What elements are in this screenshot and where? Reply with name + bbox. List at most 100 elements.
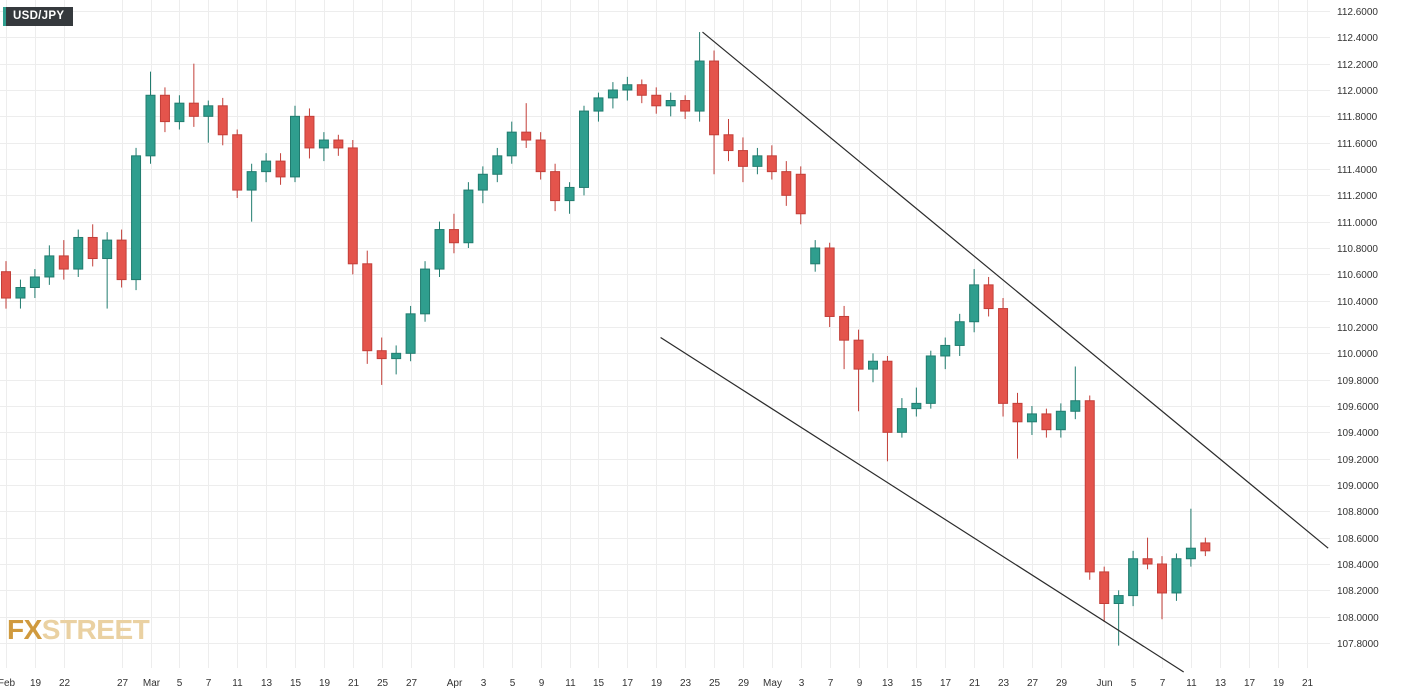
candle-body	[1128, 558, 1139, 597]
candle-body	[535, 139, 546, 173]
candle-body	[665, 100, 676, 107]
candle-body	[607, 89, 618, 99]
date-axis-label: 27	[406, 678, 418, 689]
date-axis-label: 25	[377, 678, 389, 689]
candle-body	[1113, 595, 1124, 604]
candle	[405, 305, 416, 362]
channel-trendline	[660, 337, 1184, 673]
candle	[564, 182, 575, 214]
candle	[1055, 403, 1066, 438]
candle-body	[737, 150, 748, 167]
candle-body	[983, 284, 994, 310]
candle-body	[622, 84, 633, 91]
date-axis-label: 22	[59, 678, 71, 689]
candle	[477, 166, 488, 204]
candle-body	[116, 239, 127, 281]
date-axis-label: 5	[510, 678, 516, 689]
candle	[535, 132, 546, 180]
candle-body	[1055, 410, 1066, 431]
candle-body	[87, 236, 98, 260]
candle-body	[839, 315, 850, 341]
candle	[983, 276, 994, 317]
candle	[593, 92, 604, 122]
candle	[940, 337, 951, 370]
date-axis-label: 11	[232, 678, 243, 689]
candle	[1, 261, 11, 309]
date-axis-label: Jun	[1096, 678, 1112, 689]
date-axis-label: 7	[206, 678, 212, 689]
date-axis-label: Feb	[0, 678, 16, 689]
fxstreet-logo: FXSTREET	[7, 614, 150, 646]
candle-body	[405, 313, 416, 354]
candle	[694, 32, 705, 122]
price-axis-label: 107.8000	[1337, 639, 1379, 650]
price-axis-label: 110.8000	[1337, 244, 1378, 255]
candle-body	[550, 171, 561, 202]
candle	[1070, 366, 1081, 420]
candle	[174, 95, 185, 130]
candle	[203, 100, 214, 143]
candle	[246, 163, 257, 222]
candle	[766, 145, 777, 180]
candle	[318, 132, 329, 162]
candle-body	[1171, 558, 1182, 594]
candle-body	[174, 102, 185, 123]
date-axis-label: 19	[319, 678, 331, 689]
candle-body	[1185, 547, 1196, 560]
candle	[954, 313, 965, 356]
candle-body	[232, 134, 243, 191]
candle	[102, 232, 113, 309]
candle	[1200, 537, 1211, 557]
trendlines	[660, 31, 1329, 673]
candle-body	[651, 94, 662, 107]
candle-body	[391, 352, 402, 360]
candle-body	[188, 102, 199, 117]
candle	[1157, 556, 1167, 620]
price-axis-label: 109.8000	[1337, 376, 1379, 387]
candle	[853, 329, 864, 412]
date-axis-label: 19	[651, 678, 663, 689]
candle-body	[911, 402, 922, 410]
candle-body	[29, 276, 40, 289]
candle-body	[58, 255, 69, 270]
date-axis-label: 3	[481, 678, 487, 689]
candle-body	[477, 173, 488, 191]
candle	[665, 92, 676, 117]
price-axis-label: 111.4000	[1337, 165, 1378, 176]
candle	[506, 121, 517, 164]
date-axis-label: Mar	[143, 678, 161, 689]
candle-body	[896, 408, 907, 433]
candle-body	[44, 255, 55, 278]
date-axis-label: 7	[828, 678, 834, 689]
candle	[882, 355, 893, 462]
price-axis-label: 109.4000	[1337, 428, 1379, 439]
date-axis-label: 15	[911, 678, 923, 689]
price-axis-label: 111.2000	[1337, 191, 1378, 202]
candle-body	[795, 173, 806, 215]
price-axis-label: 110.2000	[1337, 323, 1378, 334]
candle	[87, 224, 98, 267]
date-axis-label: 27	[117, 678, 129, 689]
candle	[434, 221, 445, 277]
date-axis[interactable]: Feb 19 22 27 Mar 5 7 11 13 15 19 21 25 27 Apr 3 5 9 11 15 17…	[0, 678, 1313, 689]
price-axis-label: 110.6000	[1337, 270, 1378, 281]
candle	[810, 240, 821, 272]
candle	[159, 87, 170, 133]
channel-trendline	[702, 31, 1329, 549]
candle	[622, 76, 633, 101]
candle-body	[868, 360, 878, 370]
candle-body	[1026, 413, 1037, 423]
candle-body	[362, 263, 373, 352]
price-axis[interactable]: 112.6000 112.4000 112.2000 112.0000 111.8000…	[1337, 7, 1379, 650]
date-axis-label: 9	[539, 678, 545, 689]
candle-body	[448, 229, 459, 244]
date-axis-label: 9	[857, 678, 863, 689]
candle	[896, 398, 907, 438]
candle	[1099, 566, 1110, 622]
candle-body	[304, 115, 315, 149]
date-axis-label: 21	[348, 678, 360, 689]
candle	[521, 103, 532, 148]
candle-body	[246, 171, 257, 191]
